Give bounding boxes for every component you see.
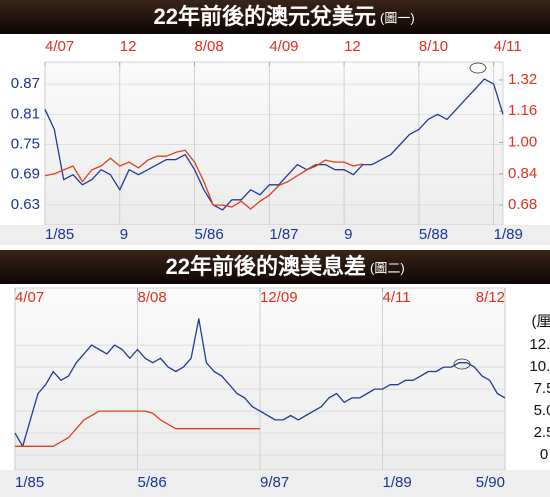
x2-tick-label: 8/08: [195, 38, 224, 55]
x2-tick-label: 4/07: [15, 289, 44, 306]
y-tick-label: 12.5: [529, 336, 550, 353]
x2-tick-label: 12: [120, 38, 137, 55]
x-tick-label: 9: [120, 226, 128, 243]
x2-tick-label: 4/09: [269, 38, 298, 55]
x-tick-label: 9/87: [260, 474, 289, 491]
x-tick-label: 1/89: [383, 474, 412, 491]
chart-title: 22年前後的澳元兌美元: [154, 4, 376, 29]
x2-tick-label: 8/12: [476, 289, 505, 306]
y2-tick-label: 0.84: [508, 165, 537, 182]
y2-tick-label: 1.16: [508, 102, 537, 119]
y2-tick-label: 0.68: [508, 196, 537, 213]
x2-tick-label: 4/07: [45, 38, 74, 55]
plot-area: [44, 61, 504, 226]
y-tick-label: 0.87: [11, 75, 40, 92]
figure-label: (圖一): [380, 10, 415, 25]
x2-tick-label: 8/08: [138, 289, 167, 306]
y-tick-label: 0.75: [11, 135, 40, 152]
series-line: [44, 78, 504, 211]
y-tick-label: 2.5: [534, 424, 550, 441]
header-bar: [0, 250, 550, 284]
series-line: [14, 318, 506, 447]
axis-band: [0, 225, 550, 245]
axis-band: [0, 470, 550, 497]
x-tick-label: 5/86: [138, 474, 167, 491]
x-tick-label: 5/86: [195, 226, 224, 243]
x2-tick-label: 12: [344, 38, 361, 55]
y-tick-label: 0: [540, 446, 548, 463]
x-tick-label: 5/88: [419, 226, 448, 243]
x2-tick-label: 8/10: [419, 38, 448, 55]
y-tick-label: 0.69: [11, 166, 40, 183]
x2-tick-label: 4/11: [383, 289, 411, 306]
figure-label: (圖二): [370, 260, 405, 275]
chart-title: 22年前後的澳美息差: [166, 254, 366, 279]
x2-tick-label: 12/09: [260, 289, 298, 306]
x2-tick-label: 4/11: [494, 38, 522, 55]
x-tick-label: 1/85: [15, 474, 44, 491]
x-tick-label: 1/87: [269, 226, 298, 243]
y-tick-label: 5.0: [534, 402, 550, 419]
y-tick-label: 10.0: [529, 358, 550, 375]
y-tick-label: 7.5: [534, 380, 550, 397]
y-tick-label: 0.63: [11, 196, 40, 213]
x-tick-label: 5/90: [476, 474, 505, 491]
y2-tick-label: 1.32: [508, 71, 537, 88]
x-tick-label: 1/85: [45, 226, 74, 243]
y-axis-label: (厘): [532, 313, 550, 330]
header-bar: [0, 0, 550, 34]
series-line: [44, 149, 363, 210]
charts: 22年前後的澳元兌美元 (圖一) 1/85 9 5/86 1/87 9 5/88 1/89 4/0…: [0, 4, 550, 497]
highlight-ellipse: [469, 62, 487, 74]
y-tick-label: 0.81: [11, 105, 40, 122]
series-line: [15, 410, 260, 447]
y2-tick-label: 1.00: [508, 133, 537, 150]
x-tick-label: 1/89: [494, 226, 523, 243]
highlight-ellipse: [453, 358, 471, 370]
x-tick-label: 9: [344, 226, 352, 243]
